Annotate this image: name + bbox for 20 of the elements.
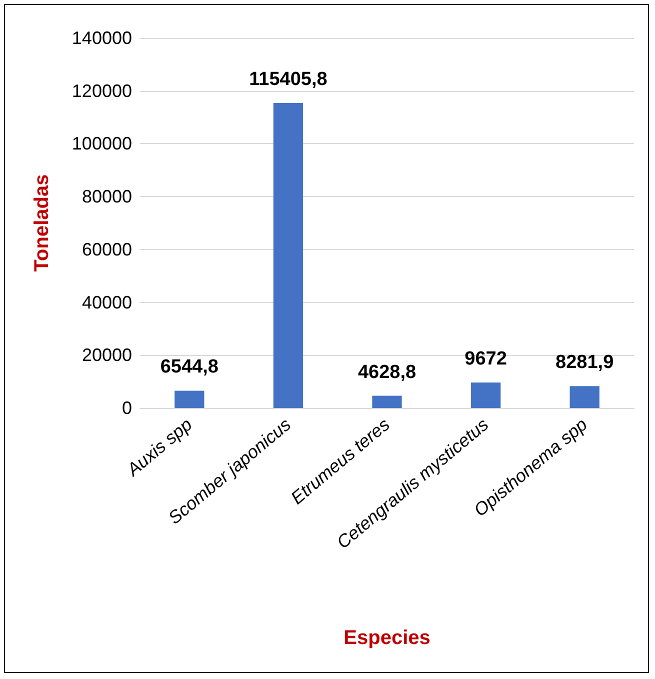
x-axis-title: Especies (344, 627, 430, 649)
data-label: 115405,8 (249, 69, 328, 90)
bar (372, 396, 402, 408)
y-tick-label: 40000 (82, 292, 132, 312)
y-axis-title: Toneladas (31, 174, 53, 272)
y-tick-label: 20000 (82, 345, 132, 366)
data-label: 6544,8 (160, 356, 218, 378)
y-tick-label: 0 (122, 398, 132, 418)
y-tick-label: 60000 (82, 239, 132, 260)
y-tick-label: 80000 (82, 186, 132, 207)
bar (570, 386, 600, 408)
bar (470, 382, 501, 408)
data-label: 9672 (464, 348, 507, 370)
y-tick-label: 140000 (72, 28, 132, 48)
bar (273, 103, 304, 408)
y-tick-label: 100000 (72, 134, 132, 154)
data-label: 8281,9 (556, 352, 614, 374)
y-tick-label: 120000 (72, 80, 132, 101)
data-label: 4628,8 (358, 362, 416, 383)
bar (174, 390, 204, 408)
